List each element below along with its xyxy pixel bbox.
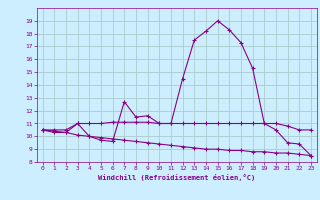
- X-axis label: Windchill (Refroidissement éolien,°C): Windchill (Refroidissement éolien,°C): [98, 174, 255, 181]
